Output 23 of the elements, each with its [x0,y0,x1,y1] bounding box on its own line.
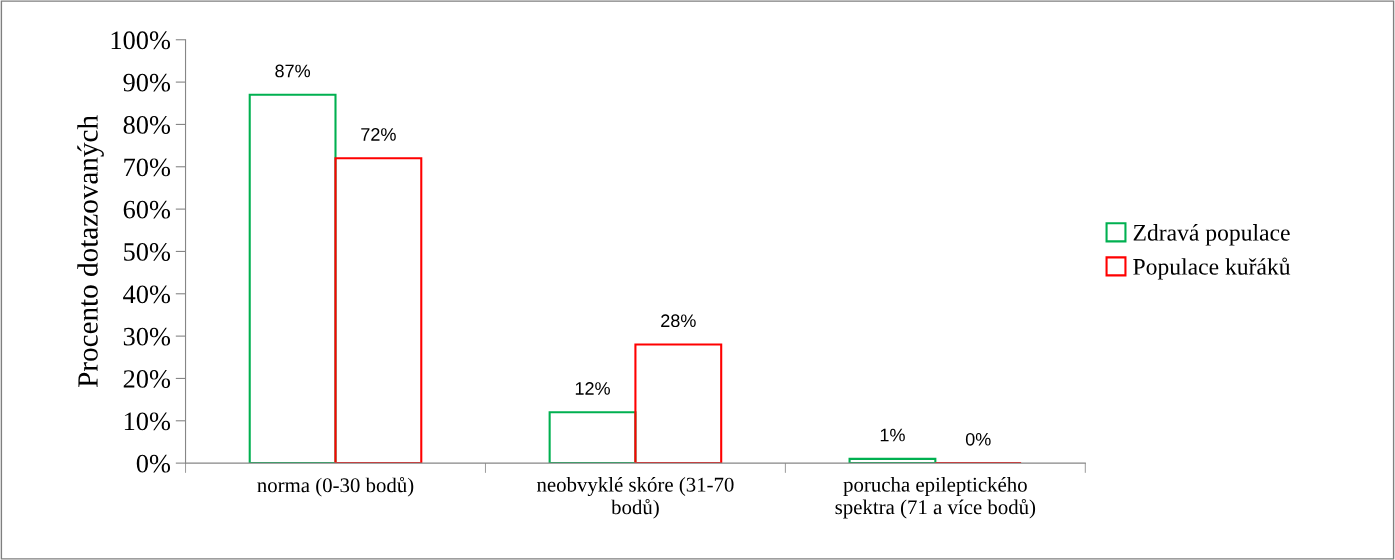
y-tick-label: 60% [123,200,171,219]
data-label: 28% [661,314,696,328]
y-tick-label: 50% [124,243,171,261]
y-tick-label: 100% [111,31,171,50]
y-axis-title: Procento dotazovaných [77,115,104,388]
y-tick-label: 70% [124,158,171,177]
data-label: 0% [965,432,991,446]
x-tick-label: neobvyklé skóre (31-70 bodů) [536,477,734,519]
legend-label: Zdravá populace [1133,224,1290,246]
y-tick-label: 20% [123,370,171,388]
x-tick-label: porucha epileptického spektra (71 a více bodů) [835,477,1036,519]
data-label: 12% [575,382,610,395]
data-label: 72% [361,128,396,141]
x-tick-label: norma (0-30 bodů) [257,477,414,497]
y-tick-label: 80% [123,116,171,134]
y-tick-label: 10% [124,412,171,431]
data-label: 87% [275,64,311,78]
y-tick-label: 30% [123,327,171,346]
data-label: 1% [880,428,905,442]
y-tick-label: 0% [136,454,171,473]
legend-label: Populace kuřáků [1133,257,1291,280]
y-tick-label: 40% [123,285,171,304]
y-tick-label: 90% [123,73,171,92]
